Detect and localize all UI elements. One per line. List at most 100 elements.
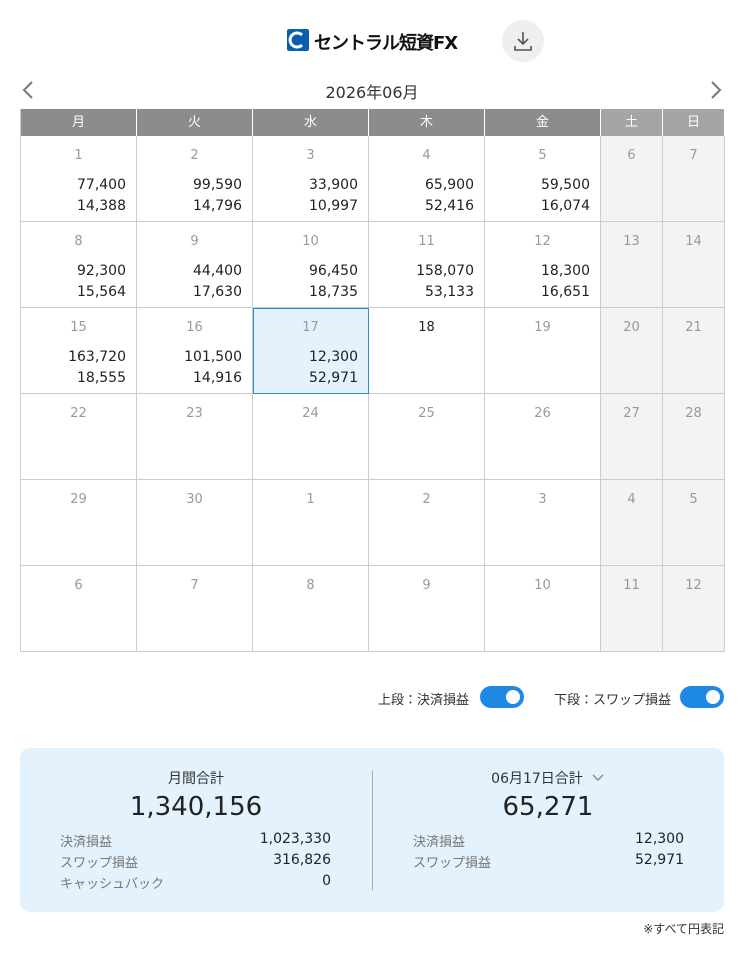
day-number: 1 <box>74 148 83 163</box>
summary-panel: 月間合計 1,340,156 決済損益 1,023,330 スワップ損益 316,826 キ… <box>20 748 724 912</box>
day-cell[interactable]: 29 <box>21 480 137 566</box>
day-cell[interactable]: 26 <box>485 394 601 480</box>
upper-value: 163,720 <box>68 349 126 365</box>
day-number: 8 <box>74 234 83 249</box>
day-number: 13 <box>623 234 640 249</box>
day-cell[interactable]: 13 <box>601 222 663 308</box>
day-number: 12 <box>534 234 551 249</box>
day-cell[interactable]: 18 <box>369 308 485 394</box>
row-value: 316,826 <box>273 852 331 868</box>
prev-month[interactable] <box>20 80 36 100</box>
day-number: 23 <box>186 406 203 421</box>
logo-icon <box>287 29 309 51</box>
date-dropdown[interactable] <box>591 773 605 783</box>
day-cell[interactable]: 4 65,900 52,416 <box>369 136 485 222</box>
next-month[interactable] <box>708 80 724 100</box>
upper-value: 59,500 <box>541 177 590 193</box>
day-number: 7 <box>190 578 199 593</box>
day-number: 6 <box>74 578 83 593</box>
day-number: 12 <box>685 578 702 593</box>
day-cell[interactable]: 30 <box>137 480 253 566</box>
day-cell[interactable]: 11 <box>601 566 663 652</box>
day-cell[interactable]: 20 <box>601 308 663 394</box>
row-value: 12,300 <box>635 831 684 847</box>
day-number: 22 <box>70 406 87 421</box>
day-number: 18 <box>418 320 435 335</box>
day-cell[interactable]: 10 <box>485 566 601 652</box>
lower-value: 17,630 <box>193 284 242 300</box>
lower-value: 14,796 <box>193 198 242 214</box>
toggle-switch[interactable] <box>680 686 724 708</box>
day-cell[interactable]: 21 <box>663 308 725 394</box>
day-number: 5 <box>538 148 547 163</box>
download-button[interactable] <box>502 20 544 62</box>
day-cell[interactable]: 5 59,500 16,074 <box>485 136 601 222</box>
day-cell[interactable]: 6 <box>21 566 137 652</box>
day-number: 10 <box>302 234 319 249</box>
day-cell[interactable]: 12 <box>663 566 725 652</box>
day-number: 3 <box>538 492 547 507</box>
day-cell[interactable]: 28 <box>663 394 725 480</box>
day-cell[interactable]: 9 44,400 17,630 <box>137 222 253 308</box>
day-number: 9 <box>422 578 431 593</box>
month-title: 2026年06月 <box>325 83 419 102</box>
day-number: 11 <box>418 234 435 249</box>
day-number: 2 <box>190 148 199 163</box>
row-value: 0 <box>322 873 331 889</box>
day-cell[interactable]: 3 33,900 10,997 <box>253 136 369 222</box>
day-cell[interactable]: 27 <box>601 394 663 480</box>
day-cell[interactable]: 3 <box>485 480 601 566</box>
upper-value: 18,300 <box>541 263 590 279</box>
day-cell[interactable]: 9 <box>369 566 485 652</box>
day-cell[interactable]: 16 101,500 14,916 <box>137 308 253 394</box>
day-cell[interactable]: 14 <box>663 222 725 308</box>
day-cell[interactable]: 2 99,590 14,796 <box>137 136 253 222</box>
day-cell[interactable]: 15 163,720 18,555 <box>21 308 137 394</box>
day-number: 11 <box>623 578 640 593</box>
day-cell[interactable]: 1 77,400 14,388 <box>21 136 137 222</box>
day-cell[interactable]: 24 <box>253 394 369 480</box>
footnote: ※すべて円表記 <box>643 922 724 936</box>
day-number: 30 <box>186 492 203 507</box>
day-cell[interactable]: 6 <box>601 136 663 222</box>
day-cell[interactable]: 12 18,300 16,651 <box>485 222 601 308</box>
day-number: 8 <box>306 578 315 593</box>
toggle-label: 上段：決済損益 <box>378 693 470 708</box>
day-number: 19 <box>534 320 551 335</box>
day-number: 5 <box>689 492 698 507</box>
day-cell[interactable]: 8 92,300 15,564 <box>21 222 137 308</box>
day-cell[interactable]: 8 <box>253 566 369 652</box>
summary-title: 06月17日合計 <box>372 768 724 788</box>
lower-value: 14,388 <box>77 198 126 214</box>
day-cell[interactable]: 25 <box>369 394 485 480</box>
upper-value: 92,300 <box>77 263 126 279</box>
day-cell[interactable]: 1 <box>253 480 369 566</box>
day-cell[interactable]: 11 158,070 53,133 <box>369 222 485 308</box>
day-cell[interactable]: 2 <box>369 480 485 566</box>
day-cell[interactable]: 5 <box>663 480 725 566</box>
day-cell[interactable]: 17 12,300 52,971 <box>253 308 369 394</box>
day-cell[interactable]: 23 <box>137 394 253 480</box>
lower-value: 18,735 <box>309 284 358 300</box>
upper-value: 44,400 <box>193 263 242 279</box>
day-number: 7 <box>689 148 698 163</box>
lower-value: 16,651 <box>541 284 590 300</box>
day-cell[interactable]: 4 <box>601 480 663 566</box>
day-number: 4 <box>422 148 431 163</box>
summary-total: 65,271 <box>502 792 594 822</box>
upper-value: 33,900 <box>309 177 358 193</box>
logo-mark <box>288 31 304 49</box>
day-number: 16 <box>186 320 203 335</box>
day-cell[interactable]: 22 <box>21 394 137 480</box>
day-cell[interactable]: 19 <box>485 308 601 394</box>
row-label: キャッシュバック <box>60 877 165 892</box>
row-label: 決済損益 <box>60 835 113 850</box>
day-cell[interactable]: 7 <box>137 566 253 652</box>
row-label: スワップ損益 <box>413 856 492 871</box>
day-cell[interactable]: 7 <box>663 136 725 222</box>
day-number: 9 <box>190 234 199 249</box>
upper-value: 65,900 <box>425 177 474 193</box>
day-cell[interactable]: 10 96,450 18,735 <box>253 222 369 308</box>
toggle-switch[interactable] <box>480 686 524 708</box>
